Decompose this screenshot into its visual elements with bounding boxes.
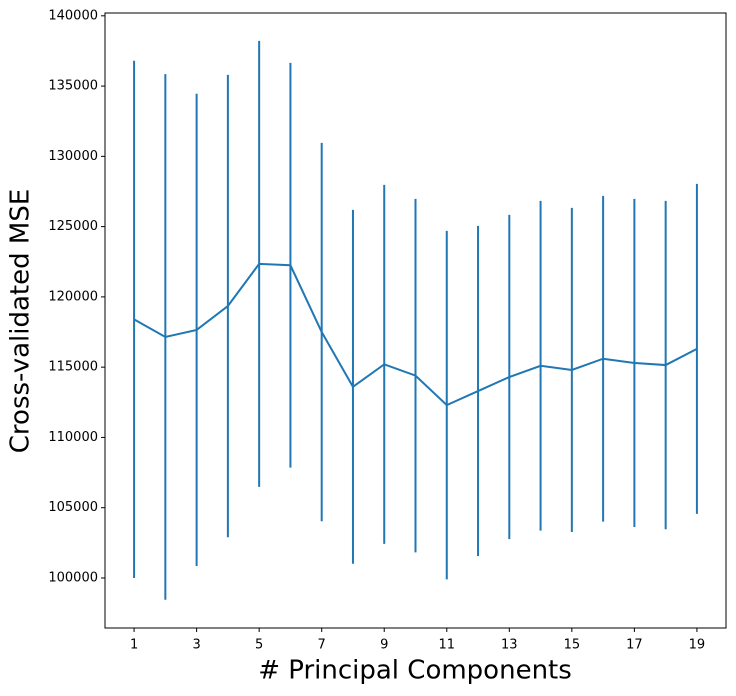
x-tick-label: 11 xyxy=(438,638,455,653)
y-tick-label: 140000 xyxy=(48,8,98,23)
y-tick-label: 125000 xyxy=(48,219,98,234)
y-tick-label: 100000 xyxy=(48,570,98,585)
x-tick-label: 9 xyxy=(380,638,388,653)
x-tick-label: 13 xyxy=(501,638,518,653)
x-axis-label: # Principal Components xyxy=(258,656,572,686)
plot-frame xyxy=(104,12,727,629)
y-tick-label: 130000 xyxy=(48,149,98,164)
y-tick-label: 115000 xyxy=(48,360,98,375)
x-tick-label: 19 xyxy=(689,638,706,653)
x-tick-label: 3 xyxy=(192,638,200,653)
y-axis-label: Cross-validated MSE xyxy=(6,189,36,453)
y-tick-label: 135000 xyxy=(48,79,98,94)
y-tick-label: 110000 xyxy=(48,430,98,445)
y-tick-label: 105000 xyxy=(48,500,98,515)
x-tick-label: 17 xyxy=(626,638,643,653)
y-tick-label: 120000 xyxy=(48,289,98,304)
line xyxy=(133,262,698,407)
x-tick-label: 15 xyxy=(564,638,581,653)
x-tick-label: 5 xyxy=(255,638,263,653)
x-tick-label: 7 xyxy=(318,638,326,653)
x-tick-label: 1 xyxy=(130,638,138,653)
